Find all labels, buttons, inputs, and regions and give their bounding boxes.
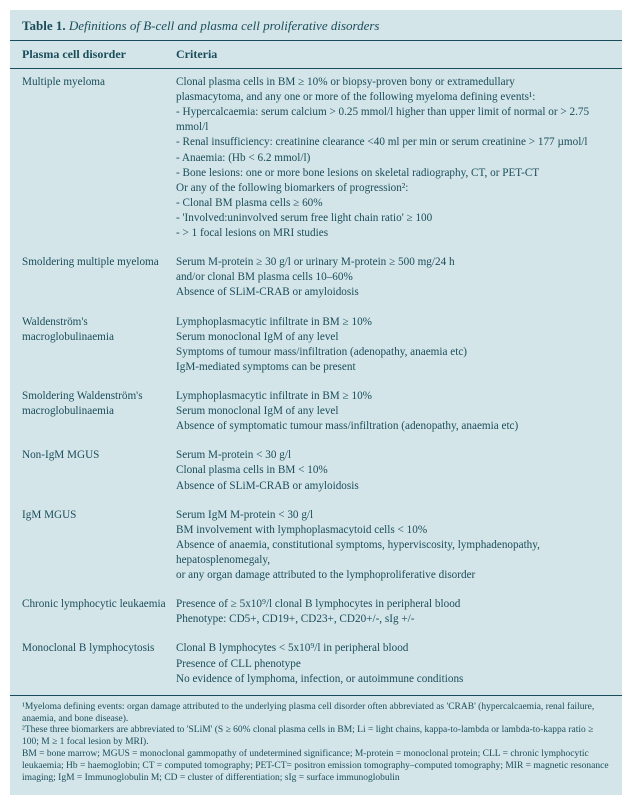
criteria-line: Absence of anaemia, constitutional sympt… (176, 538, 610, 568)
definitions-table: Table 1. Definitions of B-cell and plasm… (10, 10, 622, 795)
table-row: Smoldering multiple myelomaSerum M-prote… (10, 249, 622, 308)
criteria-line: Lymphoplasmacytic infiltrate in BM ≥ 10% (176, 389, 610, 404)
criteria-cell: Serum M-protein < 30 g/lClonal plasma ce… (176, 448, 610, 493)
criteria-line: - Bone lesions: one or more bone lesions… (176, 166, 610, 181)
criteria-line: Absence of symptomatic tumour mass/infil… (176, 419, 610, 434)
table-footnotes: ¹Myeloma defining events: organ damage a… (10, 696, 622, 795)
criteria-line: Phenotype: CD5+, CD19+, CD23+, CD20+/-, … (176, 612, 610, 627)
criteria-line: - Anaemia: (Hb < 6.2 mmol/l) (176, 151, 610, 166)
table-row: Smoldering Waldenström's macroglobulinae… (10, 383, 622, 442)
footnote-line: BM = bone marrow; MGUS = monoclonal gamm… (22, 749, 610, 785)
criteria-line: No evidence of lymphoma, infection, or a… (176, 672, 610, 687)
criteria-line: Serum IgM M-protein < 30 g/l (176, 508, 610, 523)
criteria-line: Presence of ≥ 5x10⁹/l clonal B lymphocyt… (176, 597, 610, 612)
criteria-line: Lymphoplasmacytic infiltrate in BM ≥ 10% (176, 315, 610, 330)
table-row: IgM MGUSSerum IgM M-protein < 30 g/lBM i… (10, 502, 622, 592)
header-col2: Criteria (176, 47, 610, 62)
criteria-line: Serum M-protein < 30 g/l (176, 448, 610, 463)
table-row: Chronic lymphocytic leukaemiaPresence of… (10, 591, 622, 635)
criteria-line: Presence of CLL phenotype (176, 657, 610, 672)
criteria-line: Serum monoclonal IgM of any level (176, 330, 610, 345)
disorder-name: Chronic lymphocytic leukaemia (22, 597, 176, 627)
criteria-line: Symptoms of tumour mass/infiltration (ad… (176, 345, 610, 360)
criteria-line: and/or clonal BM plasma cells 10–60% (176, 270, 610, 285)
table-header: Plasma cell disorder Criteria (10, 41, 622, 68)
disorder-name: Non-IgM MGUS (22, 448, 176, 493)
criteria-cell: Clonal B lymphocytes < 5x10⁹/l in periph… (176, 641, 610, 686)
criteria-line: Absence of SLiM-CRAB or amyloidosis (176, 285, 610, 300)
footnote-line: ¹Myeloma defining events: organ damage a… (22, 702, 610, 726)
criteria-cell: Lymphoplasmacytic infiltrate in BM ≥ 10%… (176, 315, 610, 375)
criteria-line: Serum monoclonal IgM of any level (176, 404, 610, 419)
disorder-name: Multiple myeloma (22, 75, 176, 241)
caption-label: Table 1. (22, 18, 66, 33)
criteria-line: or any organ damage attributed to the ly… (176, 568, 610, 583)
table-body: Multiple myelomaClonal plasma cells in B… (10, 69, 622, 695)
criteria-line: - > 1 focal lesions on MRI studies (176, 226, 610, 241)
criteria-cell: Serum M-protein ≥ 30 g/l or urinary M-pr… (176, 255, 610, 300)
criteria-line: - Hypercalcaemia: serum calcium > 0.25 m… (176, 105, 610, 135)
disorder-name: Waldenström's macroglobulinaemia (22, 315, 176, 375)
criteria-line: Absence of SLiM-CRAB or amyloidosis (176, 479, 610, 494)
criteria-line: - Clonal BM plasma cells ≥ 60% (176, 196, 610, 211)
table-row: Non-IgM MGUSSerum M-protein < 30 g/lClon… (10, 442, 622, 501)
table-row: Monoclonal B lymphocytosisClonal B lymph… (10, 635, 622, 694)
criteria-line: Clonal plasma cells in BM ≥ 10% or biops… (176, 75, 610, 90)
criteria-cell: Presence of ≥ 5x10⁹/l clonal B lymphocyt… (176, 597, 610, 627)
table-caption: Table 1. Definitions of B-cell and plasm… (10, 10, 622, 40)
criteria-line: Or any of the following biomarkers of pr… (176, 181, 610, 196)
disorder-name: Monoclonal B lymphocytosis (22, 641, 176, 686)
criteria-line: Clonal B lymphocytes < 5x10⁹/l in periph… (176, 641, 610, 656)
criteria-line: plasmacytoma, and any one or more of the… (176, 90, 610, 105)
criteria-cell: Clonal plasma cells in BM ≥ 10% or biops… (176, 75, 610, 241)
criteria-cell: Lymphoplasmacytic infiltrate in BM ≥ 10%… (176, 389, 610, 434)
header-col1: Plasma cell disorder (22, 47, 176, 62)
disorder-name: IgM MGUS (22, 508, 176, 584)
criteria-line: - 'Involved:uninvolved serum free light … (176, 211, 610, 226)
disorder-name: Smoldering Waldenström's macroglobulinae… (22, 389, 176, 434)
table-row: Multiple myelomaClonal plasma cells in B… (10, 69, 622, 249)
criteria-cell: Serum IgM M-protein < 30 g/lBM involveme… (176, 508, 610, 584)
criteria-line: Clonal plasma cells in BM < 10% (176, 463, 610, 478)
table-row: Waldenström's macroglobulinaemiaLymphopl… (10, 309, 622, 383)
criteria-line: IgM-mediated symptoms can be present (176, 360, 610, 375)
criteria-line: - Renal insufficiency: creatinine cleara… (176, 135, 610, 150)
criteria-line: BM involvement with lymphoplasmacytoid c… (176, 523, 610, 538)
footnote-line: ²These three biomarkers are abbreviated … (22, 725, 610, 749)
caption-text: Definitions of B-cell and plasma cell pr… (69, 18, 380, 33)
criteria-line: Serum M-protein ≥ 30 g/l or urinary M-pr… (176, 255, 610, 270)
disorder-name: Smoldering multiple myeloma (22, 255, 176, 300)
